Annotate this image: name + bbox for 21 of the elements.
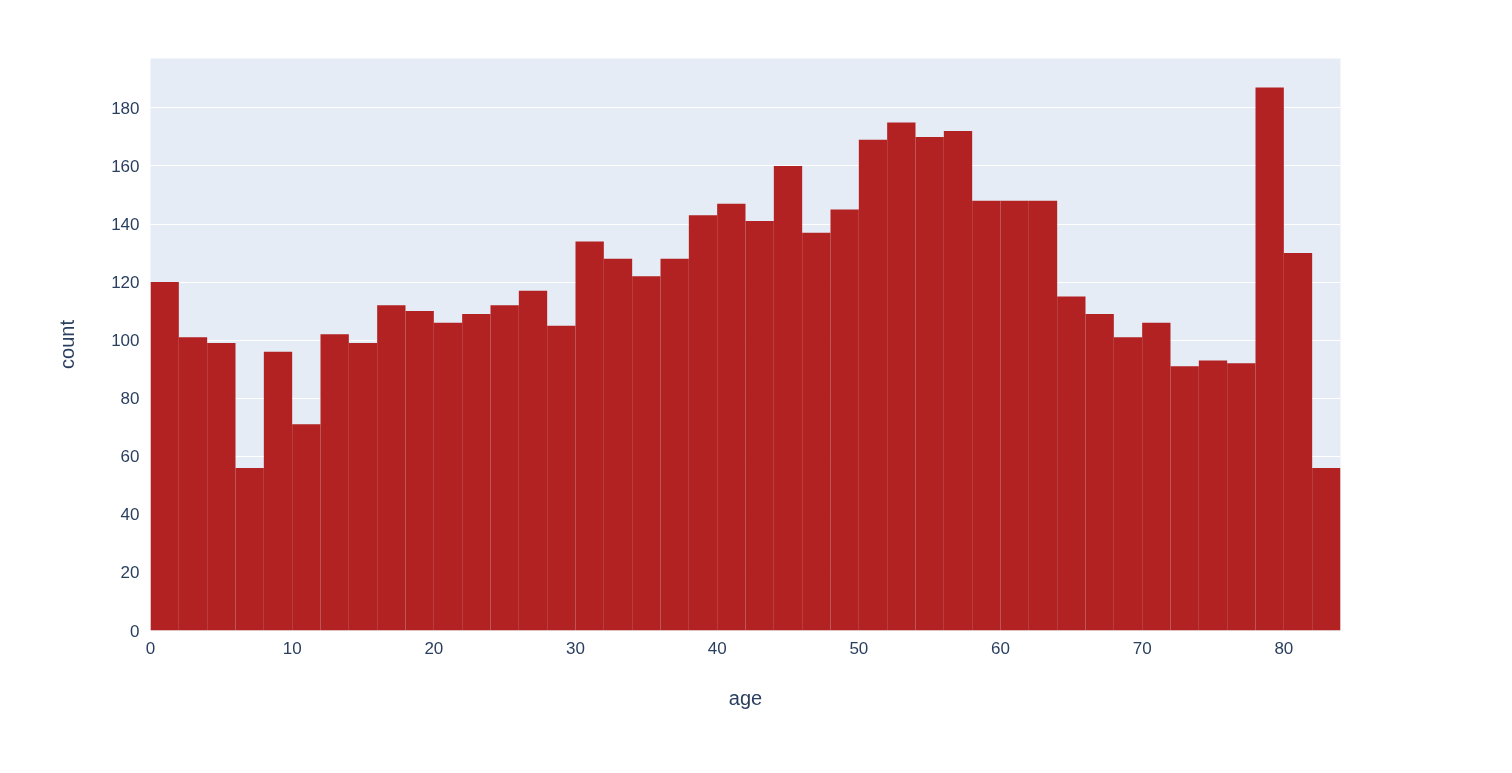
y-tick-label: 80: [120, 389, 140, 409]
x-tick-label: 70: [1132, 638, 1152, 658]
y-tick-label: 40: [120, 505, 140, 525]
x-tick-label: 20: [424, 638, 444, 658]
y-axis-title: count: [56, 319, 79, 369]
y-tick-label: 180: [111, 98, 140, 118]
x-axis-title: age: [728, 686, 763, 709]
x-tick-label: 10: [282, 638, 302, 658]
x-tick-label: 40: [707, 638, 727, 658]
y-tick-label: 120: [111, 273, 140, 293]
x-tick-label: 0: [145, 638, 156, 658]
x-tick-label: 30: [566, 638, 585, 658]
x-tick-label: 80: [1274, 638, 1294, 658]
y-tick-label: 60: [120, 447, 140, 467]
y-tick-label: 20: [120, 563, 140, 583]
y-tick-label: 0: [130, 621, 140, 641]
x-tick-label: 50: [849, 638, 869, 658]
y-tick-label: 140: [111, 215, 140, 234]
y-tick-label: 160: [111, 156, 140, 176]
y-tick-label: 100: [111, 331, 140, 351]
x-tick-label: 60: [991, 638, 1010, 658]
